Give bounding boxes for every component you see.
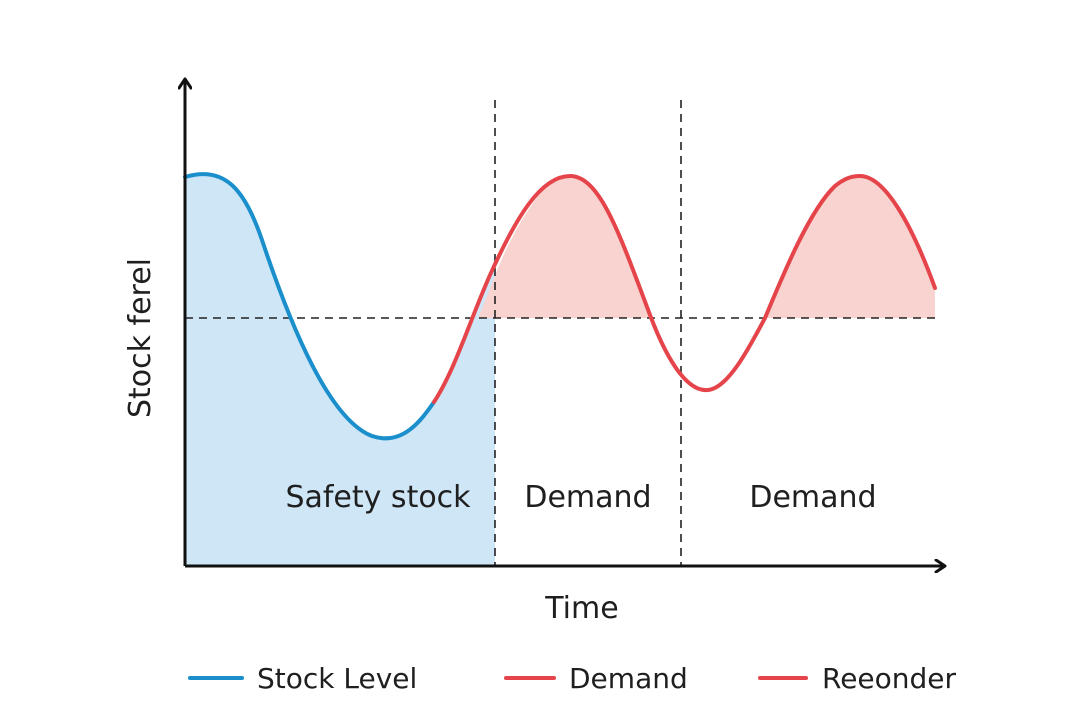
- demand-line: [432, 173, 937, 404]
- demand-fill-2: [765, 176, 935, 318]
- legend-item-stock-level: Stock Level: [188, 662, 417, 695]
- legend-label-stock-level: Stock Level: [257, 662, 417, 695]
- safety-stock-fill: [185, 174, 495, 566]
- region-label-demand-2: Demand: [749, 480, 876, 515]
- x-axis-label: Time: [544, 591, 618, 626]
- legend-item-reorder: Reeonder: [758, 662, 957, 695]
- stock-level-line: [183, 172, 436, 441]
- legend: Stock Level Demand Reeonder: [188, 662, 957, 695]
- y-axis-label: Stock ferel: [123, 258, 158, 418]
- region-label-demand-1: Demand: [524, 480, 651, 515]
- legend-item-demand: Demand: [504, 662, 688, 695]
- legend-label-demand: Demand: [569, 662, 688, 695]
- region-label-safety-stock: Safety stock: [285, 480, 471, 515]
- legend-label-reorder: Reeonder: [822, 662, 957, 695]
